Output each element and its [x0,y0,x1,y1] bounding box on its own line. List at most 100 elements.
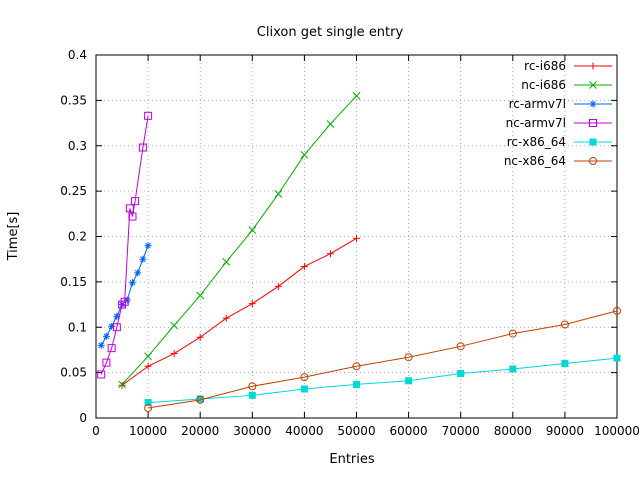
marker-nc-armv7l [118,300,127,309]
x-tick-label: 60000 [390,424,428,438]
marker-nc-armv7l [120,297,129,306]
marker-nc-x86_64 [456,342,465,351]
x-tick-label: 0 [92,424,100,438]
y-tick-label: 0.25 [60,184,87,198]
marker-rc-i686 [300,262,308,270]
marker-nc-i686 [144,352,152,361]
x-tick-label: 30000 [233,424,271,438]
marker-rc-x86_64 [561,360,569,368]
marker-rc-x86_64 [509,365,517,373]
x-tick-label: 10000 [129,424,167,438]
marker-nc-i686 [352,91,361,100]
series-layer [97,91,621,413]
marker-rc-i686 [274,282,282,290]
marker-nc-armv7l [112,323,121,332]
marker-nc-armv7l [128,212,137,221]
series-line-rc-i686 [121,237,357,386]
marker-nc-armv7l [102,358,111,367]
y-axis-label: Time[s] [6,212,21,262]
series-line-nc-x86_64 [148,310,618,409]
marker-nc-armv7l [138,143,147,152]
x-tick-label: 50000 [337,424,375,438]
marker-nc-armv7l [131,197,140,206]
marker-rc-x86_64 [613,354,621,362]
marker-rc-armv7l [144,242,152,250]
marker-nc-armv7l [144,111,153,120]
marker-rc-x86_64 [405,377,413,385]
marker-rc-armv7l [134,269,142,277]
marker-nc-x86_64 [144,404,153,413]
legend-label-rc-x86_64: rc-x86_64 [507,135,566,149]
series-line-rc-x86_64 [148,357,618,404]
marker-nc-x86_64 [508,329,517,338]
marker-nc-i686 [196,291,205,300]
marker-rc-x86_64 [144,399,152,407]
marker-rc-x86_64 [353,380,360,388]
marker-nc-i686 [222,258,231,266]
marker-nc-x86_64 [560,320,569,329]
marker-rc-i686 [222,314,230,322]
series-line-nc-armv7l [100,115,149,375]
x-tick-label: 90000 [546,424,584,438]
marker-nc-i686 [118,380,126,389]
legend-marker-rc-i686 [589,62,597,70]
marker-rc-x86_64 [300,385,308,393]
x-tick-label: 70000 [442,424,480,438]
marker-nc-x86_64 [300,373,309,382]
marker-nc-i686 [326,120,335,128]
marker-nc-x86_64 [352,362,361,371]
y-tick-label: 0.3 [68,139,87,153]
y-tick-label: 0.1 [68,320,87,334]
marker-rc-i686 [196,333,204,341]
legend-label-rc-i686: rc-i686 [524,59,566,73]
marker-rc-armv7l [102,332,110,340]
legend-marker-nc-i686 [589,81,597,89]
marker-rc-armv7l [128,279,136,287]
marker-nc-x86_64 [248,382,257,391]
marker-nc-armv7l [97,370,106,379]
marker-rc-armv7l [97,341,105,349]
marker-nc-x86_64 [196,395,205,404]
marker-rc-i686 [326,250,334,258]
marker-nc-i686 [274,189,283,198]
marker-rc-i686 [353,234,360,242]
x-tick-label: 20000 [181,424,219,438]
marker-rc-i686 [118,381,126,389]
marker-nc-i686 [170,321,179,330]
legend-marker-rc-armv7l [589,100,597,108]
y-tick-label: 0.05 [60,366,87,380]
marker-nc-armv7l [125,204,134,213]
y-tick-label: 0.15 [60,275,87,289]
y-tick-label: 0.4 [68,48,87,62]
marker-rc-i686 [170,350,178,358]
axes-layer: 0 10000 20000 30000 40000 50000 60000 70000 8000… [60,48,640,438]
marker-nc-i686 [248,226,257,235]
y-tick-label: 0.2 [68,230,87,244]
x-tick-label: 40000 [285,424,323,438]
x-axis-label: Entries [329,452,375,467]
marker-rc-i686 [144,362,152,370]
marker-rc-i686 [248,300,256,308]
legend-marker-nc-x86_64 [589,157,597,165]
legend: rc-i686 nc-i686 rc-armv7l nc-armv7l rc-x86_6… [504,59,612,168]
marker-rc-x86_64 [457,370,465,378]
legend-marker-nc-armv7l [589,119,597,127]
y-tick-label: 0.35 [60,93,87,107]
marker-nc-i686 [300,150,309,159]
marker-rc-armv7l [139,255,147,263]
x-tick-label: 100000 [594,424,640,438]
chart-title: Clixon get single entry [257,25,404,40]
legend-label-nc-armv7l: nc-armv7l [506,116,566,130]
marker-rc-x86_64 [196,395,204,403]
y-tick-label: 0 [79,411,87,425]
marker-rc-x86_64 [248,391,256,399]
legend-label-nc-i686: nc-i686 [521,78,566,92]
legend-label-rc-armv7l: rc-armv7l [509,97,566,111]
marker-nc-x86_64 [613,306,621,315]
legend-marker-rc-x86_64 [589,138,597,146]
legend-label-nc-x86_64: nc-x86_64 [504,154,566,168]
marker-nc-x86_64 [404,353,413,362]
x-tick-label: 80000 [494,424,532,438]
